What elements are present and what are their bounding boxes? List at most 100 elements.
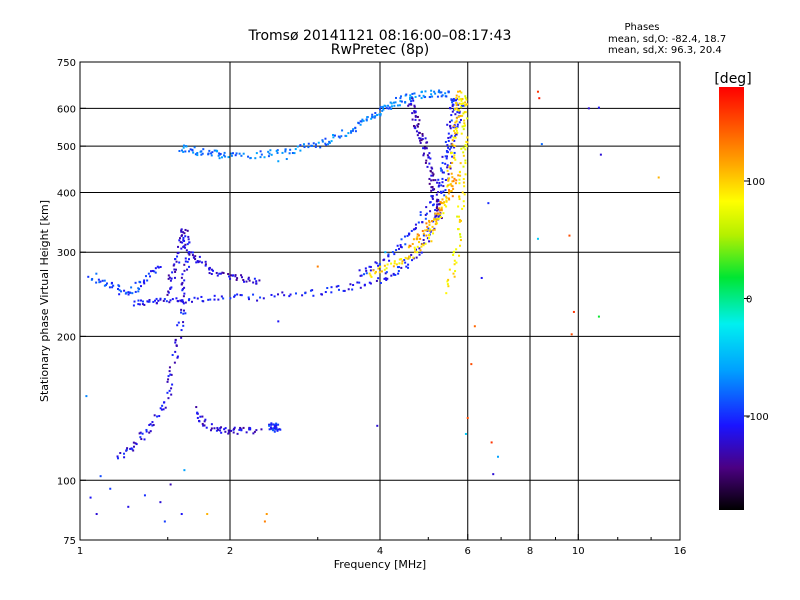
echo-point — [176, 356, 179, 359]
echo-point — [293, 152, 296, 155]
echo-point — [430, 186, 433, 189]
scatter-point — [480, 276, 483, 279]
echo-point — [138, 432, 141, 435]
echo-point — [143, 438, 146, 441]
echo-point — [157, 299, 160, 302]
echo-point — [277, 423, 280, 426]
echo-point — [358, 269, 361, 272]
scatter-point — [490, 441, 493, 444]
echo-point — [426, 165, 429, 168]
echo-point — [384, 105, 387, 108]
echo-point — [419, 141, 422, 144]
echo-point — [189, 148, 192, 151]
echo-point — [183, 286, 186, 289]
scatter-point — [536, 90, 539, 93]
echo-point — [449, 152, 452, 155]
echo-point — [249, 156, 252, 159]
echo-point — [399, 100, 402, 103]
echo-point — [453, 177, 456, 180]
echo-point — [408, 256, 411, 259]
echo-point — [174, 350, 177, 353]
echo-point — [239, 294, 242, 297]
echo-point — [145, 430, 148, 433]
echo-point — [204, 264, 207, 267]
echo-point — [283, 294, 286, 297]
echo-point — [463, 119, 466, 122]
echo-point — [451, 139, 454, 142]
echo-point — [186, 260, 189, 263]
echo-point — [182, 295, 185, 298]
echo-point — [198, 255, 201, 258]
echo-point — [384, 272, 387, 275]
echo-point — [414, 111, 417, 114]
echo-point — [99, 280, 102, 283]
echo-point — [148, 298, 151, 301]
echo-point — [377, 277, 380, 280]
echo-point — [445, 292, 448, 295]
echo-point — [148, 431, 151, 434]
echo-point — [375, 279, 378, 282]
echo-point — [140, 299, 143, 302]
echo-point — [166, 391, 169, 394]
echo-point — [210, 423, 213, 426]
echo-point — [127, 293, 130, 296]
echo-point — [453, 154, 456, 157]
echo-point — [180, 247, 183, 250]
echo-point — [428, 240, 431, 243]
echo-point — [123, 456, 126, 459]
echo-point — [268, 423, 271, 426]
echo-point — [173, 361, 176, 364]
echo-point — [164, 406, 167, 409]
echo-point — [188, 241, 191, 244]
echo-point — [450, 134, 453, 137]
echo-point — [299, 149, 302, 152]
echo-point — [180, 300, 183, 303]
echo-point — [438, 181, 441, 184]
echo-point — [218, 429, 221, 432]
echo-point — [400, 258, 403, 261]
x-tick-label: 16 — [674, 546, 687, 557]
echo-point — [413, 246, 416, 249]
echo-point — [118, 293, 121, 296]
echo-point — [441, 94, 444, 97]
echo-point — [418, 247, 421, 250]
echo-point — [186, 268, 189, 271]
echo-point — [374, 270, 377, 273]
echo-point — [188, 298, 191, 301]
echo-point — [184, 150, 187, 153]
echo-point — [440, 217, 443, 220]
echo-point — [460, 132, 463, 135]
echo-point — [426, 228, 429, 231]
echo-point — [110, 281, 113, 284]
echo-point — [457, 90, 460, 93]
echo-point — [374, 112, 377, 115]
echo-point — [374, 261, 377, 264]
echo-point — [458, 111, 461, 114]
echo-point — [442, 212, 445, 215]
echo-point — [369, 274, 372, 277]
echo-point — [413, 110, 416, 113]
echo-point — [388, 106, 391, 109]
echo-point — [196, 297, 199, 300]
echo-point — [174, 270, 177, 273]
echo-point — [383, 264, 386, 267]
scatter-point — [384, 251, 387, 254]
echo-point — [409, 98, 412, 101]
scatter-point — [95, 513, 98, 516]
echo-point — [460, 105, 463, 108]
echo-point — [463, 185, 466, 188]
echo-point — [202, 300, 205, 303]
echo-point — [372, 269, 375, 272]
echo-point — [422, 244, 425, 247]
echo-point — [182, 150, 185, 153]
scatter-point — [597, 315, 600, 318]
echo-point — [440, 206, 443, 209]
echo-point — [428, 233, 431, 236]
echo-point — [220, 426, 223, 429]
echo-point — [184, 243, 187, 246]
echo-point — [438, 207, 441, 210]
echo-point — [234, 274, 237, 277]
echo-point — [232, 274, 235, 277]
echo-point — [425, 222, 428, 225]
echo-point — [448, 148, 451, 151]
